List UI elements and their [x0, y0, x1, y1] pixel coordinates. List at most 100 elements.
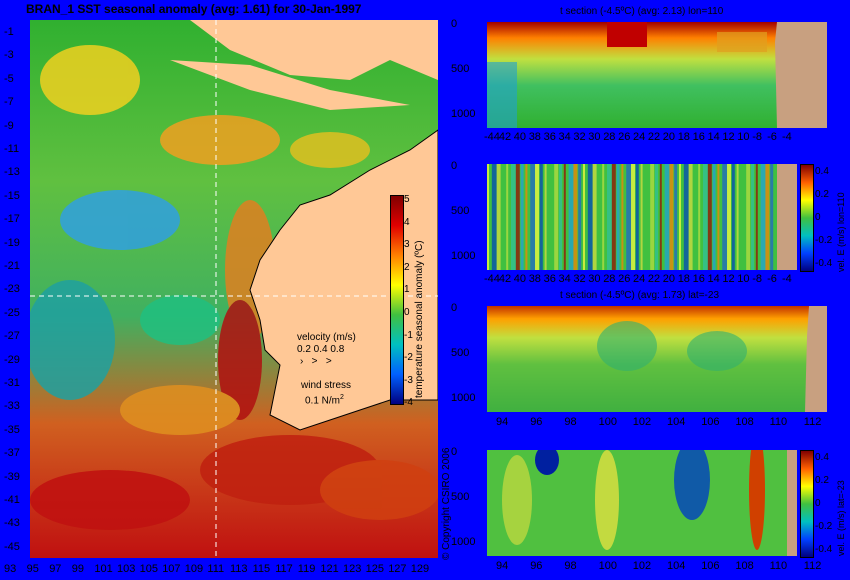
section-x-tick-label: 24: [633, 131, 646, 143]
lon-tick-label: 129: [410, 563, 430, 575]
section-x-tick-label: 20: [662, 131, 676, 143]
velocity-stripe: [707, 164, 712, 270]
depth-tick-label: 0: [451, 446, 458, 458]
lat-tick-label: -9: [4, 119, 14, 132]
section-x-tick-label: 40: [513, 131, 527, 143]
panel4-colorbar-label: vel. E (m/s) lat=-23: [836, 480, 846, 556]
velocity-stripe: [645, 164, 651, 270]
lon-tick-label: 119: [297, 563, 316, 575]
section-x-tick-label: 94: [496, 560, 509, 572]
lon-tick-label: 111: [207, 563, 225, 575]
velocity-colorbar-tick: 0.2: [815, 475, 829, 486]
depth-tick-label: 1000: [451, 108, 476, 120]
velocity-stripe: [727, 164, 731, 270]
section-x-tick-label: -8: [752, 131, 762, 143]
section-x-tick-label: 10: [737, 131, 750, 143]
velocity-colorbar-tick: 0: [815, 498, 821, 509]
section-x-tick-label: 102: [632, 560, 652, 572]
panel2-velocity-section[interactable]: [487, 164, 797, 270]
velocity-stripe: [506, 164, 509, 270]
wind-legend-title: wind stress: [301, 380, 352, 391]
velocity-stripe: [587, 164, 593, 270]
depth-tick-label: 500: [451, 63, 470, 75]
velocity-stripe: [563, 164, 566, 270]
section-x-tick-label: 100: [598, 416, 617, 428]
velocity-stripe: [746, 164, 751, 270]
lat-tick-label: -19: [4, 236, 20, 249]
velocity-stripe: [597, 164, 601, 270]
section-x-tick-label: 104: [667, 560, 686, 572]
velocity-legend-title: velocity (m/s): [297, 332, 356, 343]
velocity-stripe: [736, 164, 739, 270]
panel3-title: t section (-4.5ºC) (avg: 1.73) lat=-23: [560, 290, 719, 301]
lon-tick-label: 127: [388, 563, 407, 575]
velocity-stripe: [511, 164, 516, 270]
colorbar-tick-label: 4: [404, 216, 410, 228]
lat-tick-label: -27: [4, 330, 20, 343]
velocity-stripe: [535, 164, 539, 270]
panel3-temp-section[interactable]: [487, 306, 827, 412]
velocity-stripe: [544, 164, 547, 270]
velocity-stripe: [520, 164, 524, 270]
velocity-stripe: [487, 164, 489, 270]
map-title: BRAN_1 SST seasonal anomaly (avg: 1.61) …: [26, 2, 362, 16]
lat-tick-label: -31: [4, 377, 20, 389]
section-x-tick-label: 12: [722, 273, 735, 285]
lon-tick-label: 97: [49, 563, 62, 575]
depth-tick-label: 0: [451, 302, 458, 314]
velocity-stripe: [496, 164, 501, 270]
section-x-tick-label: 34: [558, 273, 571, 285]
velocity-stripe: [674, 164, 678, 270]
section-x-tick-label: 108: [735, 416, 754, 428]
panel1-temp-section[interactable]: [487, 22, 827, 128]
lon-tick-label: 125: [365, 563, 384, 575]
lon-tick-label: 123: [343, 563, 362, 575]
section-x-tick-label: 104: [667, 416, 686, 428]
velocity-stripe: [530, 164, 536, 270]
lon-tick-label: 93: [4, 563, 17, 575]
lat-tick-label: -45: [4, 540, 20, 553]
section-x-tick-label: 22: [647, 131, 661, 143]
velocity-stripe: [554, 164, 559, 270]
velocity-stripe: [559, 164, 562, 270]
velocity-legend-values: 0.2 0.4 0.8: [297, 344, 345, 355]
section-x-tick-label: -4: [782, 273, 792, 285]
section-x-tick-label: 112: [803, 560, 822, 572]
velocity-colorbar-tick: -0.4: [815, 258, 833, 269]
velocity-stripe: [693, 164, 697, 270]
velocity-colorbar-tick: 0.4: [815, 166, 829, 177]
lon-tick-label: 99: [71, 563, 85, 575]
lat-tick-label: -21: [4, 260, 20, 272]
velocity-stripe: [573, 164, 578, 270]
depth-tick-label: 1000: [451, 250, 476, 262]
colorbar-tick-label: -3: [404, 374, 413, 386]
panel4-colorbar: [800, 450, 814, 558]
section-x-tick-label: 16: [692, 131, 705, 143]
velocity-stripe: [607, 164, 612, 270]
colorbar-tick-label: 2: [404, 261, 410, 273]
section-x-tick-label: 36: [543, 131, 556, 143]
velocity-stripe: [611, 164, 616, 270]
velocity-stripe: [770, 164, 774, 270]
section-x-tick-label: 36: [543, 273, 556, 285]
colorbar-tick-label: 1: [404, 284, 410, 296]
lat-tick-label: -39: [4, 470, 20, 483]
velocity-stripe: [698, 164, 701, 270]
lat-tick-label: -3: [4, 49, 14, 62]
section-x-tick-label: 32: [573, 131, 586, 143]
section-x-tick-label: 30: [588, 131, 601, 143]
velocity-stripe: [635, 164, 639, 270]
colorbar-tick-label: -4: [404, 397, 413, 409]
lon-tick-label: 109: [184, 563, 204, 575]
lon-tick-label: 95: [26, 563, 39, 575]
lat-tick-label: -25: [4, 306, 20, 319]
wind-legend-value: 0.1 N/m2: [305, 394, 344, 407]
velocity-stripe: [568, 164, 574, 270]
panel4-velocity-section[interactable]: [487, 450, 797, 556]
velocity-stripe: [549, 164, 555, 270]
velocity-stripe: [640, 164, 643, 270]
section-x-tick-label: 28: [603, 131, 616, 143]
velocity-stripe: [626, 164, 632, 270]
velocity-stripe: [755, 164, 758, 270]
sst-anomaly-map[interactable]: [30, 20, 438, 558]
